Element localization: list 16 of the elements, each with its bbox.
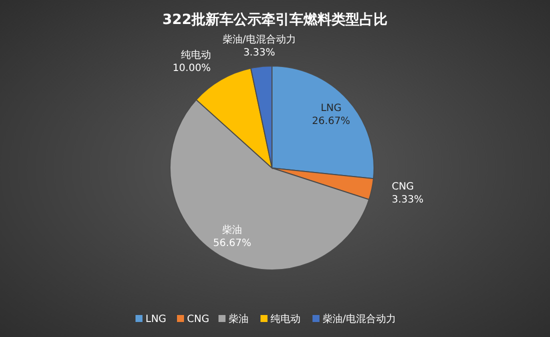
slice-label: LNG	[320, 102, 342, 114]
slice-label: 纯电动	[180, 48, 211, 61]
legend-label: 纯电动	[270, 313, 300, 325]
data-label: 3.33%	[392, 194, 424, 206]
slice-label: 柴油	[222, 224, 242, 236]
data-label: 26.67%	[312, 116, 350, 127]
legend-label: LNG	[146, 314, 166, 325]
data-label: 3.33%	[243, 47, 276, 58]
data-label: 10.00%	[172, 62, 211, 74]
chart-title: 322批新车公示牵引车燃料类型占比	[162, 11, 388, 28]
data-label: 56.67%	[213, 238, 252, 249]
slice-label: 柴油/电混合动力	[222, 33, 296, 46]
legend-label: CNG	[187, 314, 210, 325]
slice-label: 柴油	[228, 313, 248, 325]
slice-label: CNG	[392, 181, 414, 192]
legend-label: 柴油/电混合动力	[322, 313, 396, 325]
